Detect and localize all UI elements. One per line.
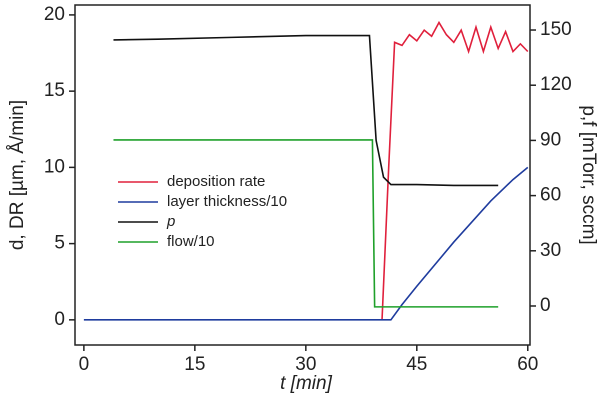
y2-tick-label: 0 [540,295,551,316]
x-tick-label: 15 [184,354,205,375]
series-line [113,34,499,187]
series-line [83,166,529,321]
y-tick-label: 10 [44,156,65,177]
x-tick-label: 0 [79,354,90,375]
x-tick-label: 60 [517,354,538,375]
legend-label: layer thickness/10 [167,193,287,210]
y2-tick-label: 90 [540,129,561,150]
y2-axis-label: p,f [mTorr, sccm] [578,105,599,244]
series-line [113,139,499,308]
y-tick-label: 15 [44,80,65,101]
y2-tick-label: 120 [540,74,572,95]
y-tick-label: 0 [54,309,65,330]
x-axis-label: t [min] [280,373,332,394]
legend-label: deposition rate [167,173,265,190]
y2-tick-label: 150 [540,19,572,40]
y2-tick-label: 60 [540,185,561,206]
y-tick-label: 5 [54,233,65,254]
plot-frame [74,4,531,346]
y-axis-label: d, DR [µm, Å/min] [7,100,28,250]
x-tick-label: 30 [295,354,316,375]
legend-label: p [166,213,175,230]
y-tick-label: 20 [44,4,65,25]
x-tick-label: 45 [406,354,427,375]
series-line [381,20,529,320]
y2-tick-label: 30 [540,240,561,261]
legend-label: flow/10 [167,233,215,250]
